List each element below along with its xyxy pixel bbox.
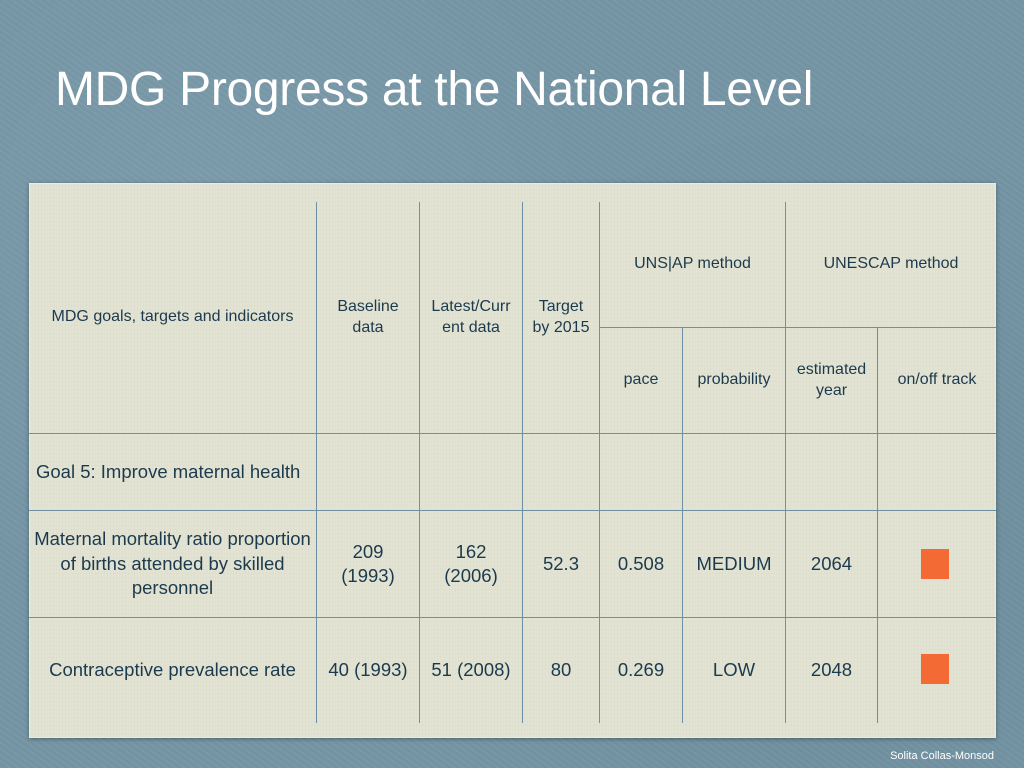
grid-line [599, 202, 600, 723]
off-track-marker [921, 549, 949, 579]
grid-line [785, 202, 786, 723]
row-latest: 51 (2008) [431, 659, 511, 681]
header-latest: Latest/Curr ent data [431, 297, 511, 336]
row-probability: LOW [712, 659, 756, 681]
row-pace: 0.508 [617, 552, 665, 574]
off-track-marker [921, 654, 949, 684]
row-estimated-year: 2064 [810, 552, 853, 574]
row-probability: MEDIUM [696, 552, 772, 574]
header-target: Target by 2015 [532, 297, 590, 336]
header-track: on/off track [897, 371, 977, 389]
grid-line [316, 202, 317, 723]
grid-line [599, 327, 996, 328]
header-pace: pace [623, 371, 659, 389]
header-estimated-year: estimated year [796, 360, 867, 399]
grid-line [682, 327, 683, 723]
row-indicator: Contraceptive prevalence rate [49, 659, 296, 681]
header-probability: probability [697, 371, 771, 389]
footer-credit: Solita Collas-Monsod [890, 750, 994, 762]
slide-title: MDG Progress at the National Level [55, 63, 814, 116]
goal-label: Goal 5: Improve maternal health [36, 460, 301, 482]
row-target: 52.3 [542, 552, 579, 574]
grid-line [522, 202, 523, 723]
row-target: 80 [550, 659, 572, 681]
row-baseline: 40 (1993) [328, 659, 408, 681]
table-panel: MDG goals, targets and indicators Baseli… [29, 183, 996, 738]
row-pace: 0.269 [617, 659, 665, 681]
row-indicator: Maternal mortality ratio proportion of b… [34, 528, 311, 599]
header-unsiap-method: UNS|AP method [634, 255, 751, 273]
header-indicator: MDG goals, targets and indicators [51, 308, 294, 326]
row-estimated-year: 2048 [810, 659, 853, 681]
row-baseline: 209 (1993) [341, 540, 395, 586]
grid-line [29, 433, 996, 434]
grid-line [877, 327, 878, 723]
header-unescap-method: UNESCAP method [823, 255, 959, 273]
header-baseline: Baseline data [337, 297, 399, 336]
grid-line [29, 617, 996, 618]
row-latest: 162 (2006) [444, 540, 498, 586]
grid-line [29, 510, 996, 511]
grid-line [419, 202, 420, 723]
